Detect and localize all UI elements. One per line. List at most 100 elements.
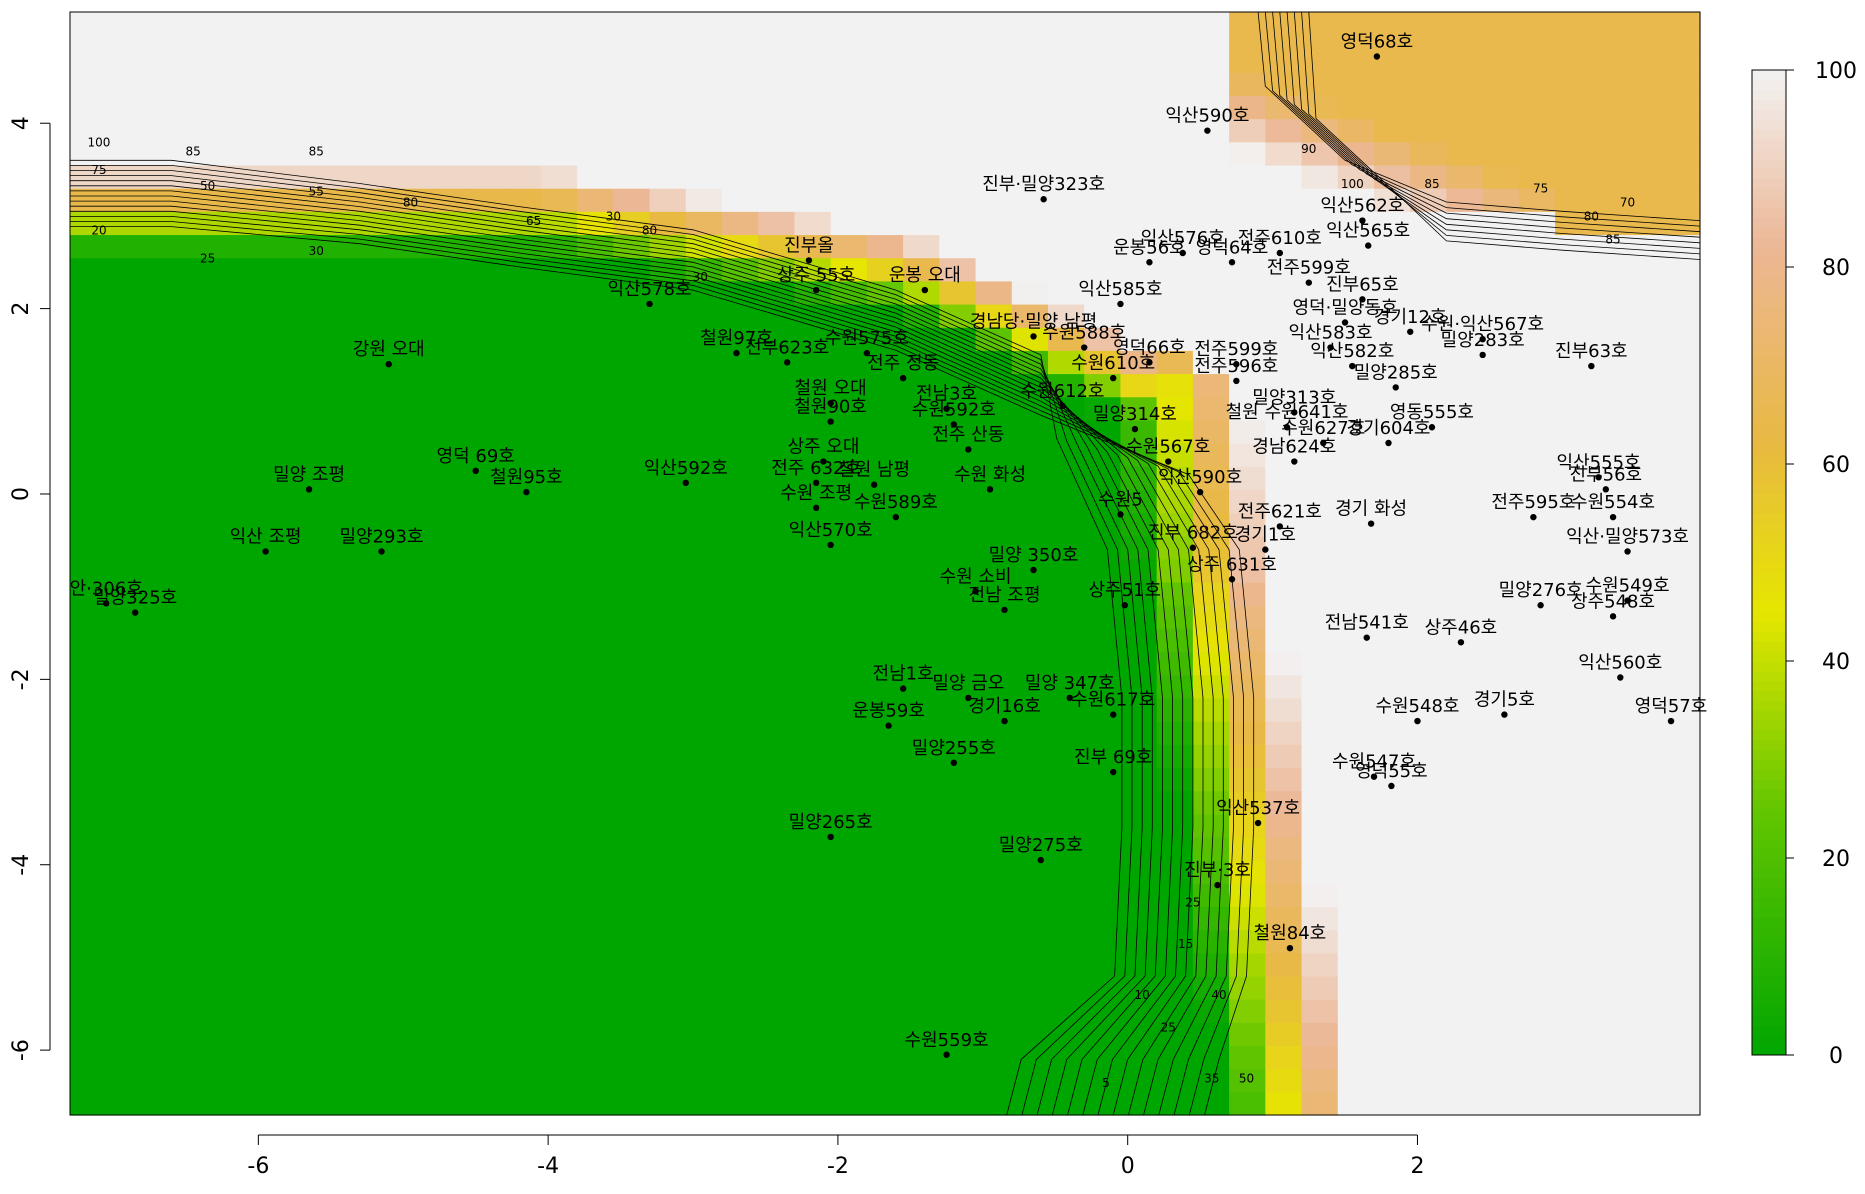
heatmap-cell: [1011, 1068, 1049, 1093]
heatmap-cell: [830, 118, 868, 143]
heatmap-cell: [1518, 303, 1556, 328]
heatmap-cell: [1482, 443, 1520, 467]
heatmap-cell: [1011, 164, 1049, 189]
heatmap-cell: [1446, 721, 1484, 745]
data-point: [1146, 259, 1153, 266]
heatmap-cell: [1048, 118, 1085, 143]
heatmap-cell: [396, 952, 433, 977]
point-label: 수원·익산567호: [1421, 314, 1544, 335]
heatmap-cell: [1337, 49, 1375, 73]
heatmap-cell: [323, 303, 361, 328]
heatmap-cell: [1156, 790, 1194, 815]
heatmap-cell: [323, 164, 361, 189]
heatmap-cell: [1301, 512, 1339, 537]
heatmap-cell: [1048, 350, 1085, 375]
heatmap-cell: [178, 350, 216, 375]
point-label: 경기16호: [968, 696, 1041, 717]
heatmap-cell: [722, 466, 759, 490]
heatmap-cell: [613, 12, 651, 27]
heatmap-cell: [866, 651, 904, 676]
heatmap-cell: [903, 790, 940, 815]
heatmap-cell: [794, 836, 832, 861]
heatmap-cell: [1482, 582, 1520, 606]
colorbar-swatch: [1752, 828, 1786, 839]
heatmap-cell: [866, 929, 904, 954]
heatmap-cell: [106, 744, 144, 769]
heatmap-cell: [1048, 95, 1085, 120]
heatmap-cell: [685, 975, 723, 1000]
heatmap-cell: [722, 373, 759, 398]
heatmap-cell: [1446, 651, 1484, 676]
heatmap-cell: [468, 303, 506, 328]
heatmap-cell: [1084, 164, 1122, 189]
heatmap-cell: [1120, 721, 1158, 745]
heatmap-cell: [577, 25, 614, 50]
heatmap-cell: [214, 767, 252, 792]
heatmap-cell: [830, 651, 868, 676]
data-point: [784, 359, 791, 366]
colorbar-swatch: [1752, 995, 1786, 1007]
point-label: 진부 682호: [1148, 523, 1238, 544]
heatmap-cell: [1374, 1045, 1411, 1070]
heatmap-cell: [287, 535, 325, 560]
heatmap-cell: [1084, 906, 1122, 931]
data-point: [682, 479, 689, 487]
heatmap-cell: [1156, 1068, 1194, 1093]
heatmap-cell: [1156, 373, 1194, 398]
heatmap-cell: [866, 860, 904, 884]
heatmap-cell: [1663, 582, 1701, 606]
heatmap-cell: [1011, 188, 1049, 212]
heatmap-cell: [323, 883, 361, 908]
heatmap-cell: [251, 813, 288, 838]
heatmap-cell: [287, 582, 325, 606]
heatmap-cell: [649, 628, 687, 653]
heatmap-cell: [1482, 721, 1520, 745]
point-label: 수원617호: [1071, 690, 1155, 711]
heatmap-cell: [214, 257, 252, 282]
heatmap-cell: [1663, 999, 1701, 1023]
heatmap-cell: [866, 975, 904, 1000]
heatmap-cell: [1229, 721, 1266, 745]
heatmap-cell: [540, 49, 578, 73]
data-point: [1117, 511, 1124, 518]
heatmap-cell: [1229, 118, 1266, 143]
colorbar-swatch: [1752, 286, 1786, 298]
heatmap-cell: [975, 929, 1013, 954]
heatmap-cell: [1265, 419, 1303, 444]
heatmap-cell: [830, 1022, 868, 1047]
heatmap-cell: [1591, 280, 1629, 305]
data-point: [1131, 425, 1139, 433]
contour-label: 100: [88, 135, 111, 149]
colorbar-swatch: [1752, 720, 1786, 731]
heatmap-cell: [722, 535, 759, 560]
heatmap-cell: [1627, 813, 1665, 838]
heatmap-cell: [577, 535, 614, 560]
heatmap-cell: [613, 327, 651, 351]
heatmap-cell: [1265, 535, 1303, 560]
heatmap-cell: [396, 1091, 433, 1116]
heatmap-cell: [1265, 628, 1303, 653]
heatmap-cell: [1337, 836, 1375, 861]
heatmap-cell: [70, 25, 107, 50]
heatmap-cell: [1555, 558, 1592, 583]
heatmap-cell: [613, 164, 651, 189]
heatmap-cell: [1265, 234, 1303, 259]
heatmap-cell: [1156, 836, 1194, 861]
heatmap-cell: [1591, 257, 1629, 282]
heatmap-cell: [1192, 396, 1230, 421]
heatmap-cell: [649, 512, 687, 537]
heatmap-cell: [359, 489, 397, 514]
heatmap-cell: [1446, 1068, 1484, 1093]
heatmap-cell: [214, 906, 252, 931]
heatmap-cell: [1446, 605, 1484, 629]
heatmap-cell: [1591, 1091, 1629, 1116]
heatmap-cell: [468, 535, 506, 560]
heatmap-cell: [1301, 605, 1339, 629]
heatmap-cell: [1337, 721, 1375, 745]
heatmap-cell: [540, 25, 578, 50]
heatmap-cell: [939, 836, 977, 861]
heatmap-cell: [1265, 582, 1303, 606]
heatmap-cell: [649, 860, 687, 884]
heatmap-cell: [794, 975, 832, 1000]
